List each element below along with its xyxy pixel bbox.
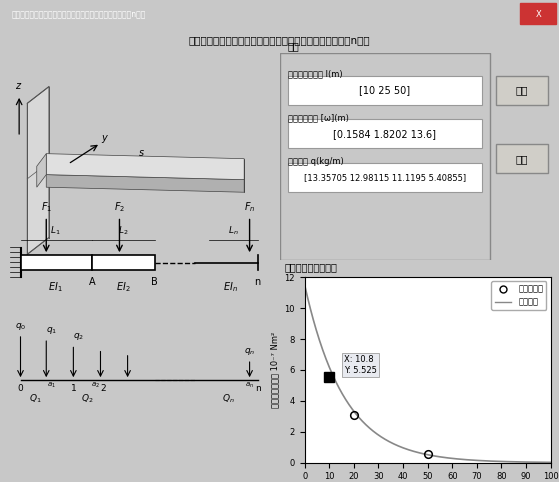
- Text: 支刚度截面位置 l(m): 支刚度截面位置 l(m): [288, 69, 342, 79]
- Polygon shape: [21, 255, 92, 270]
- Text: 计算: 计算: [515, 85, 528, 95]
- Text: $a_n$: $a_n$: [245, 380, 254, 389]
- Text: $q_2$: $q_2$: [73, 331, 84, 342]
- FancyBboxPatch shape: [288, 120, 482, 148]
- Text: y: y: [102, 133, 107, 143]
- Text: $L_n$: $L_n$: [228, 224, 239, 237]
- Text: $F_1$: $F_1$: [41, 201, 52, 214]
- Text: $q_1$: $q_1$: [46, 325, 57, 336]
- Text: $EI_2$: $EI_2$: [116, 280, 131, 294]
- Text: $F_2$: $F_2$: [114, 201, 125, 214]
- Text: z: z: [15, 80, 20, 91]
- Polygon shape: [46, 174, 244, 192]
- Text: 机翼垂直横向变形约束反推机翼结构刚度分布（单侧机翼分n段）: 机翼垂直横向变形约束反推机翼结构刚度分布（单侧机翼分n段）: [11, 10, 145, 19]
- Text: $q_n$: $q_n$: [244, 346, 255, 357]
- Text: $F_n$: $F_n$: [244, 201, 255, 214]
- Text: $q_0$: $q_0$: [15, 321, 26, 332]
- Text: $Q_2$: $Q_2$: [80, 392, 93, 404]
- Text: 1: 1: [70, 384, 76, 392]
- Polygon shape: [37, 154, 46, 187]
- Polygon shape: [92, 255, 155, 270]
- Text: $EI_n$: $EI_n$: [223, 280, 238, 294]
- Text: [13.35705 12.98115 11.1195 5.40855]: [13.35705 12.98115 11.1195 5.40855]: [304, 173, 466, 182]
- Y-axis label: 机翼垂直曲刚度 10⁻⁷ Nm²: 机翼垂直曲刚度 10⁻⁷ Nm²: [270, 332, 279, 408]
- Text: 输入: 输入: [288, 41, 300, 51]
- Text: $Q_n$: $Q_n$: [221, 392, 234, 404]
- Text: 挠曲变形约束 [ω](m): 挠曲变形约束 [ω](m): [288, 113, 349, 122]
- Text: A: A: [89, 277, 96, 287]
- FancyBboxPatch shape: [288, 163, 482, 192]
- Text: $L_1$: $L_1$: [50, 224, 61, 237]
- Text: $L_2$: $L_2$: [119, 224, 129, 237]
- Text: 气动载荷 q(kg/m): 气动载荷 q(kg/m): [288, 157, 343, 166]
- Text: X: X: [536, 10, 541, 19]
- FancyBboxPatch shape: [496, 76, 548, 105]
- Text: 机翼垂直曲刚度曲线: 机翼垂直曲刚度曲线: [285, 263, 338, 272]
- Text: 返回: 返回: [515, 154, 528, 164]
- Polygon shape: [27, 87, 49, 254]
- FancyBboxPatch shape: [496, 144, 548, 173]
- Text: 2: 2: [101, 384, 106, 392]
- Text: n: n: [255, 384, 260, 392]
- Text: n: n: [254, 277, 261, 287]
- Text: [10 25 50]: [10 25 50]: [359, 85, 410, 95]
- Text: $a_1$: $a_1$: [47, 380, 56, 389]
- Bar: [520, 3, 556, 24]
- Text: $EI_1$: $EI_1$: [49, 280, 63, 294]
- Text: $a_2$: $a_2$: [91, 380, 100, 389]
- Text: $Q_1$: $Q_1$: [29, 392, 42, 404]
- Text: [0.1584 1.8202 13.6]: [0.1584 1.8202 13.6]: [334, 129, 437, 139]
- Text: 0: 0: [18, 384, 23, 392]
- Polygon shape: [46, 154, 244, 180]
- Text: s: s: [139, 148, 144, 158]
- Text: B: B: [151, 277, 158, 287]
- Text: X: 10.8
Y: 5.525: X: 10.8 Y: 5.525: [344, 355, 377, 375]
- Text: 机翼垂直横向变形约束反推机翼结构刚度分布（单侧机翼分n段）: 机翼垂直横向变形约束反推机翼结构刚度分布（单侧机翼分n段）: [189, 35, 370, 45]
- Legend: 刚度数据点, 刚度曲线: 刚度数据点, 刚度曲线: [491, 281, 547, 310]
- FancyBboxPatch shape: [288, 76, 482, 105]
